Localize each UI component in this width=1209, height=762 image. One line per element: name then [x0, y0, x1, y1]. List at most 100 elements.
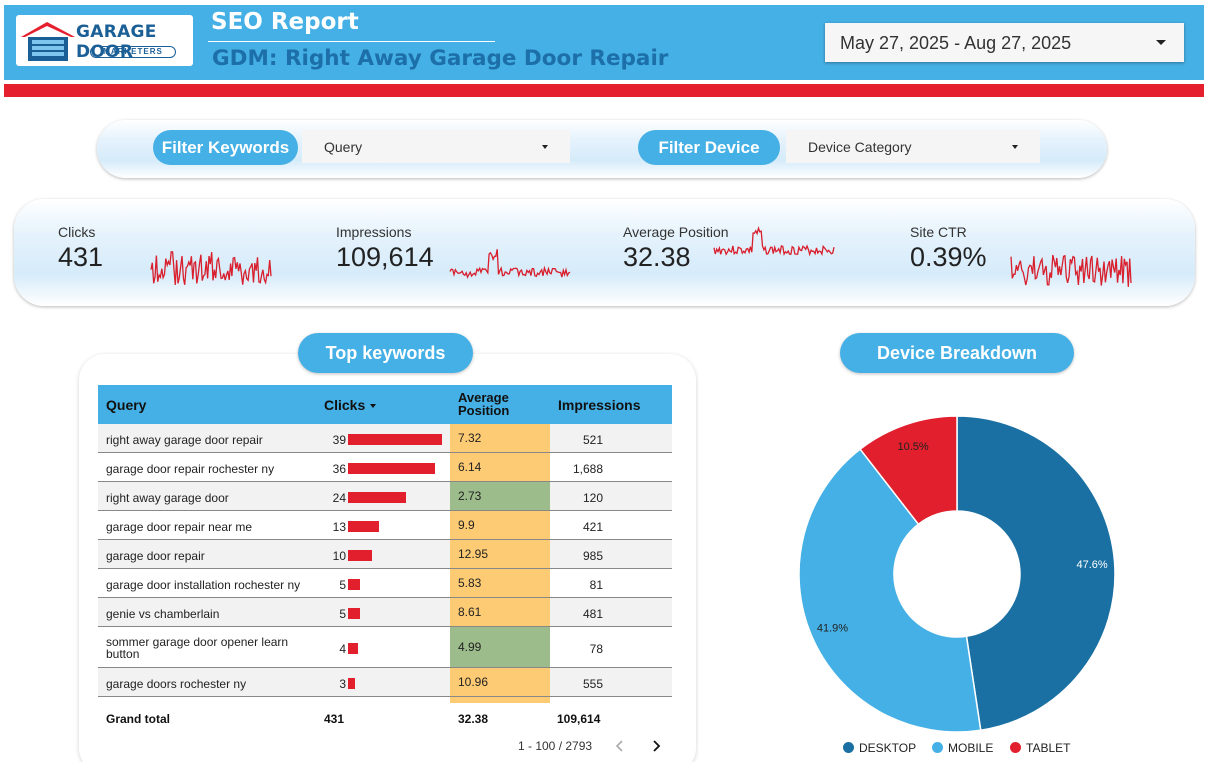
filter-keywords-label: Filter Keywords: [153, 130, 298, 165]
clicks-bar: [348, 643, 358, 654]
slice-label-desktop: 47.6%: [1077, 559, 1108, 571]
cell-clicks: 13: [332, 520, 346, 534]
kpi-value: 32.38: [623, 242, 691, 272]
table-row[interactable]: garage doors rochester ny 3 10.96 555: [98, 668, 672, 697]
legend-mobile-swatch: [932, 742, 943, 753]
cell-average-position: 7.32: [450, 424, 550, 452]
grand-total-clicks: 431: [324, 712, 345, 726]
clicks-bar: [348, 463, 435, 474]
table-row[interactable]: garage door repair 10 12.95 985: [98, 540, 672, 569]
col-average-position[interactable]: Average Position: [458, 391, 509, 417]
top-keywords-title: Top keywords: [298, 333, 473, 373]
logo-brand-subtext: MARKETERS: [90, 46, 176, 58]
date-range-value: May 27, 2025 - Aug 27, 2025: [840, 33, 1072, 53]
filter-bar: Filter Keywords Query Filter Device Devi…: [97, 120, 1107, 178]
cell-clicks: 39: [332, 433, 346, 447]
cell-average-position: 4.99: [450, 627, 550, 667]
legend-mobile[interactable]: MOBILE: [948, 741, 994, 755]
table-row[interactable]: genie vs chamberlain 5 8.61 481: [98, 598, 672, 627]
kpi-label: Clicks: [58, 224, 96, 240]
clicks-bar: [348, 579, 360, 590]
cell-query-line1: sommer garage door opener learn: [106, 635, 289, 649]
cell-query: garage doors rochester ny: [106, 677, 247, 691]
table-row[interactable]: garage door repair rochester ny 36 6.14 1,6…: [98, 453, 672, 482]
table-row[interactable]: garage door repair near me 13 9.9 421: [98, 511, 672, 540]
clicks-bar: [348, 678, 355, 689]
col-clicks[interactable]: Clicks: [324, 397, 366, 413]
cell-query: sommer garage door opener learn button: [106, 636, 288, 660]
sparkline-path: [713, 226, 835, 257]
clicks-bar: [348, 492, 406, 503]
device-donut-chart: 47.6% 41.9% 10.5%: [798, 415, 1116, 733]
header-accent-bar: [4, 84, 1204, 97]
garage-door-logo-icon: [21, 22, 75, 61]
title-divider: [208, 41, 495, 42]
cell-average-position: 6.14: [450, 453, 550, 481]
col-average-position-line2: Position: [458, 403, 510, 418]
cell-impressions: 78: [589, 642, 603, 656]
cell-query: garage door repair rochester ny: [106, 462, 275, 476]
cell-clicks: 3: [339, 677, 346, 691]
sparkline-path: [1010, 254, 1132, 287]
chevron-down-icon: [1012, 145, 1018, 149]
clicks-sparkline: [150, 250, 272, 285]
col-query[interactable]: Query: [106, 397, 147, 413]
table-row[interactable]: garage door installation rochester ny 5 5.…: [98, 569, 672, 598]
table-row[interactable]: right away garage door 24 2.73 120: [98, 482, 672, 511]
cell-clicks: 36: [332, 462, 346, 476]
date-range-picker[interactable]: May 27, 2025 - Aug 27, 2025: [825, 23, 1184, 62]
kpi-value: 431: [58, 242, 104, 272]
pagination-info: 1 - 100 / 2793: [518, 739, 593, 753]
cell-query: garage door repair near me: [106, 520, 253, 534]
cell-average-position: 9.9: [450, 511, 550, 539]
position-sparkline: [713, 226, 835, 257]
cell-query-line2: button: [106, 647, 140, 661]
company-logo: GARAGE DOOR MARKETERS: [16, 15, 193, 66]
kpi-label: Site CTR: [910, 224, 967, 240]
grand-total-label: Grand total: [106, 712, 171, 726]
slice-desktop[interactable]: [956, 415, 1116, 732]
chevron-right-icon[interactable]: [651, 740, 661, 752]
cell-impressions: 521: [582, 433, 603, 447]
kpi-scorecards: Clicks 431 Impressions 109,614 Average P…: [14, 199, 1195, 306]
cell-query: garage door installation rochester ny: [106, 578, 301, 592]
page-subtitle: GDM: Right Away Garage Door Repair: [212, 46, 669, 71]
clicks-bar: [348, 521, 379, 532]
cell-clicks: 4: [339, 642, 346, 656]
kpi-label: Average Position: [623, 224, 729, 240]
table-row[interactable]: sommer garage door opener learn button 4 4.…: [98, 627, 672, 668]
cell-impressions: 1,688: [572, 462, 603, 476]
cell-query: right away garage door repair: [106, 433, 263, 447]
grand-total-position: 32.38: [458, 712, 489, 726]
legend-tablet-swatch: [1010, 742, 1021, 753]
slice-tablet[interactable]: [859, 415, 958, 526]
device-filter-value: Device Category: [808, 139, 912, 155]
grand-total-impressions: 109,614: [557, 712, 601, 726]
cell-average-position: 10.96: [450, 668, 550, 696]
kpi-value: 109,614: [336, 242, 434, 272]
slice-mobile[interactable]: [798, 448, 982, 733]
position-column-fill: [450, 697, 550, 703]
page-title: SEO Report: [211, 9, 359, 35]
kpi-label: Impressions: [336, 224, 412, 240]
cell-impressions: 481: [582, 607, 603, 621]
table-row[interactable]: right away garage door repair 39 7.32 521: [98, 424, 672, 453]
chevron-down-icon: [542, 145, 548, 149]
cell-clicks: 10: [332, 549, 346, 563]
sparkline-path: [150, 250, 272, 285]
sort-desc-icon[interactable]: [370, 404, 376, 408]
legend-desktop-swatch: [843, 742, 854, 753]
legend-tablet[interactable]: TABLET: [1026, 741, 1071, 755]
slice-label-tablet: 10.5%: [898, 441, 929, 453]
sparkline-path: [449, 249, 571, 279]
col-impressions[interactable]: Impressions: [558, 397, 641, 413]
cell-clicks: 5: [339, 578, 346, 592]
cell-average-position: 12.95: [450, 540, 550, 568]
chevron-left-icon[interactable]: [615, 740, 625, 752]
legend-desktop[interactable]: DESKTOP: [859, 741, 917, 755]
device-filter-dropdown[interactable]: Device Category: [786, 130, 1040, 163]
query-filter-dropdown[interactable]: Query: [302, 130, 570, 163]
cell-impressions: 555: [582, 677, 603, 691]
slice-label-mobile: 41.9%: [817, 622, 848, 634]
ctr-sparkline: [1010, 254, 1132, 287]
